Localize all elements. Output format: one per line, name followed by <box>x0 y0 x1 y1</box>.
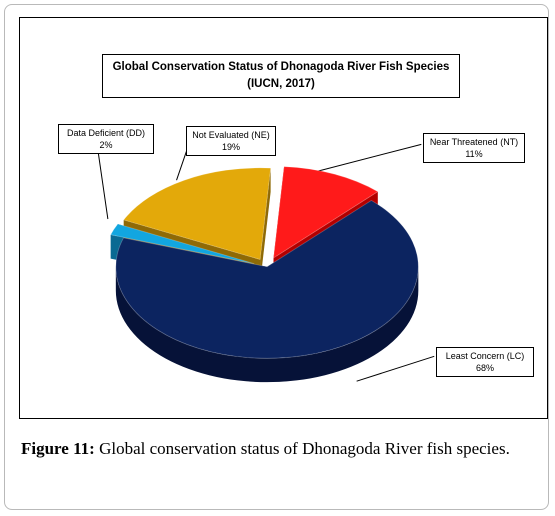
leader-line-nt <box>305 143 422 175</box>
chart-title-line1: Global Conservation Status of Dhonagoda … <box>112 61 450 73</box>
label-ne-name: Not Evaluated (NE) <box>192 130 270 140</box>
label-not-evaluated: Not Evaluated (NE) 19% <box>186 126 276 156</box>
slice-ne <box>122 167 272 260</box>
leader-line-lc <box>356 355 435 382</box>
slice-cut-end-ne <box>260 168 271 284</box>
label-dd-percent: 2% <box>99 140 113 150</box>
figure-card: Global Conservation Status of Dhonagoda … <box>4 4 549 510</box>
label-lc-percent: 68% <box>475 363 494 373</box>
chart-frame: Global Conservation Status of Dhonagoda … <box>19 17 548 419</box>
chart-title-line2: (IUCN, 2017) <box>247 78 315 90</box>
pie-chart <box>97 143 435 383</box>
label-lc-name: Least Concern (LC) <box>445 351 525 361</box>
label-data-deficient: Data Deficient (DD) 2% <box>58 124 154 154</box>
slice-dd <box>110 223 255 264</box>
slice-side-lc <box>115 266 419 383</box>
pie-slices <box>110 166 419 383</box>
label-near-threatened: Near Threatened (NT) 11% <box>423 133 525 163</box>
label-nt-percent: 11% <box>465 149 483 159</box>
label-ne-percent: 19% <box>221 142 240 152</box>
caption-text: Global conservation status of Dhonagoda … <box>94 439 510 458</box>
caption-number: Figure 11: <box>21 439 95 458</box>
figure-caption: Figure 11: Global conservation status of… <box>21 437 545 460</box>
leader-line-dd <box>97 145 109 220</box>
leader-line-ne <box>176 148 188 181</box>
label-nt-name: Near Threatened (NT) <box>429 137 519 147</box>
chart-title: Global Conservation Status of Dhonagoda … <box>102 54 460 98</box>
slice-nt <box>273 166 379 259</box>
label-least-concern: Least Concern (LC) 68% <box>436 347 534 377</box>
label-dd-name: Data Deficient (DD) <box>66 128 146 138</box>
slice-lc <box>115 199 419 359</box>
